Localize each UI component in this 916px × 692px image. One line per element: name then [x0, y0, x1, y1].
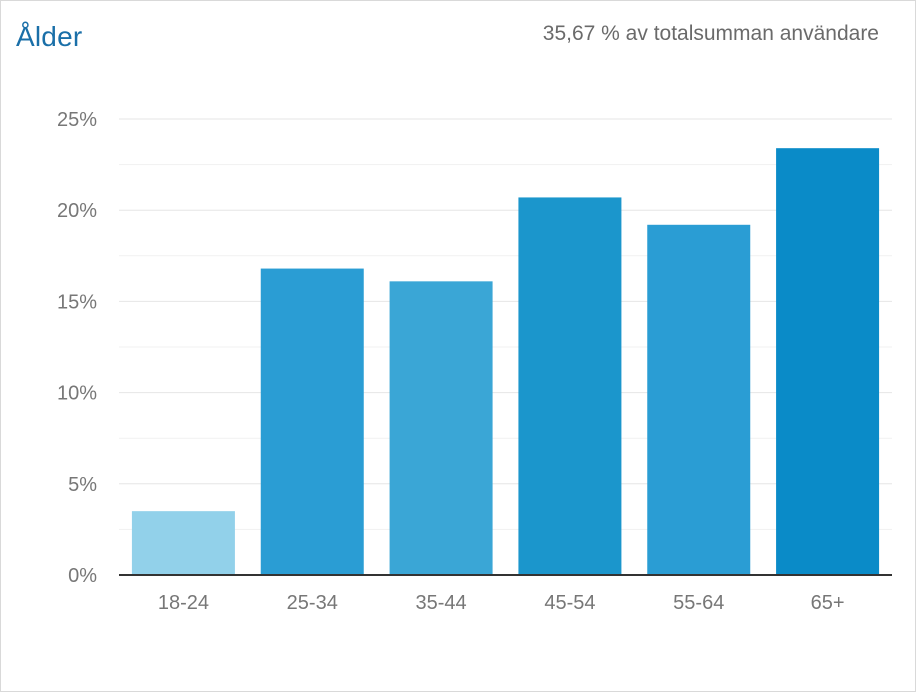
chart-subtitle: 35,67 % av totalsumman användare	[542, 22, 879, 45]
x-tick-label: 25-34	[287, 592, 338, 614]
bar	[647, 224, 751, 576]
bar	[131, 511, 235, 575]
bar	[776, 148, 880, 575]
y-tick-label: 25%	[57, 109, 97, 131]
chart-title: Ålder	[16, 21, 83, 52]
x-tick-label: 45-54	[544, 592, 595, 614]
bar	[260, 268, 364, 575]
bar	[518, 197, 622, 575]
x-tick-label: 35-44	[416, 592, 467, 614]
y-tick-label: 10%	[57, 383, 97, 405]
y-tick-label: 20%	[57, 200, 97, 222]
x-tick-label: 65+	[811, 592, 845, 614]
x-tick-label: 55-64	[673, 592, 724, 614]
y-tick-label: 5%	[68, 474, 97, 496]
y-tick-label: 0%	[68, 565, 97, 587]
y-tick-label: 15%	[57, 291, 97, 313]
x-tick-label: 18-24	[158, 592, 209, 614]
bar	[389, 281, 493, 575]
